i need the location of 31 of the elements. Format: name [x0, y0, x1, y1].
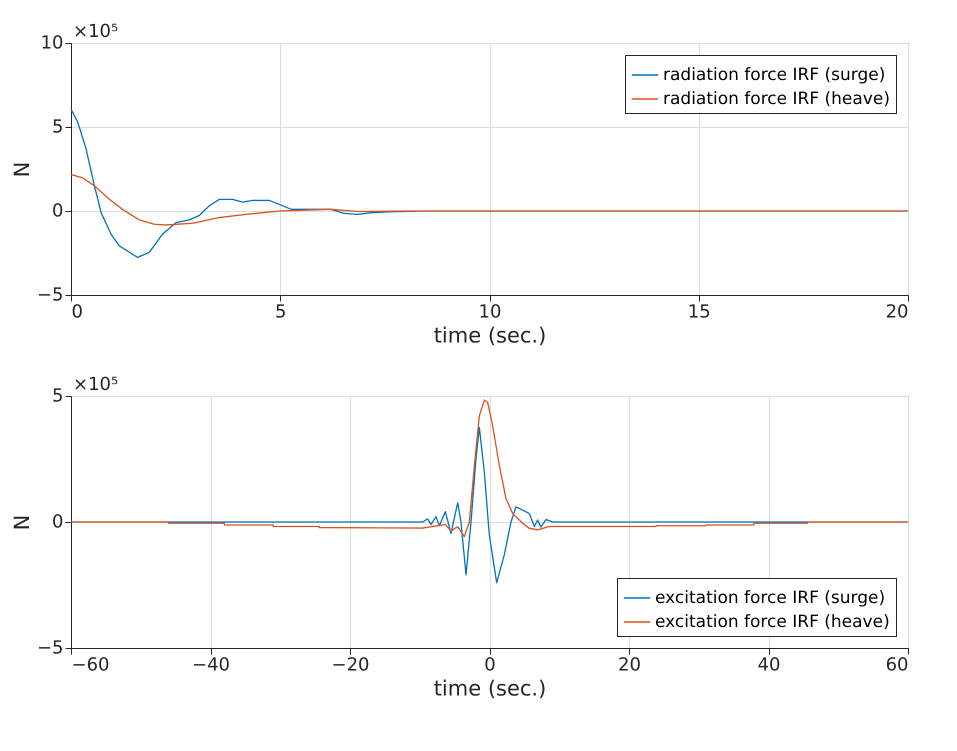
x-tick-label: −20 [332, 654, 370, 676]
x-tick-label: −40 [192, 654, 230, 676]
x-tick-label: −60 [72, 654, 110, 676]
y-tick-label: −5 [36, 638, 64, 658]
legend-label: radiation force IRF (surge) [663, 65, 886, 85]
x-axis-title: time (sec.) [434, 676, 546, 700]
x-axis-title: time (sec.) [434, 324, 546, 348]
x-tick-label: 20 [886, 302, 908, 322]
y-tick-label: 0 [52, 512, 64, 532]
x-tick-label: 15 [688, 302, 711, 322]
text: ×10⁵ [73, 21, 118, 42]
y-tick-label: 5 [52, 116, 64, 138]
y-tick-label: 0 [52, 200, 64, 222]
legend-label: radiation force IRF (heave) [663, 89, 890, 109]
x-tick-label: 0 [484, 654, 496, 676]
legend-label: excitation force IRF (surge) [655, 588, 886, 608]
y-tick-label: 5 [52, 386, 64, 406]
legend-label: excitation force IRF (heave) [655, 612, 890, 632]
text: ×10⁵ [73, 374, 118, 395]
x-tick-label: 60 [886, 654, 908, 676]
line-series [70, 399, 909, 538]
y-axis-title: N [10, 162, 34, 178]
x-tick-label: 40 [758, 654, 780, 676]
x-tick-label: 10 [478, 302, 502, 322]
y-axis-title: N [10, 514, 34, 530]
x-tick-label: 5 [275, 302, 286, 322]
y-tick-label: −5 [36, 284, 64, 306]
line-series [70, 174, 909, 226]
x-tick-label: 20 [618, 654, 641, 676]
x-tick-label: 0 [72, 302, 83, 322]
y-tick-label: 10 [40, 32, 64, 54]
